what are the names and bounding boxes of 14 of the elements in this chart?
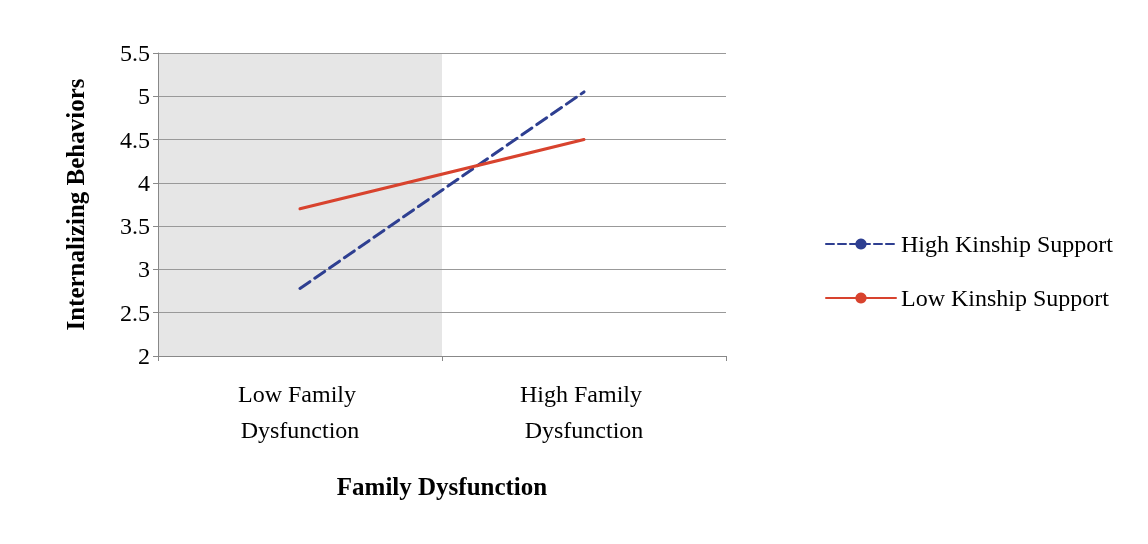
- y-tick-label: 4: [138, 169, 150, 196]
- x-tick-label: High Family Dysfunction: [519, 381, 649, 443]
- y-tick-label: 2.5: [120, 299, 150, 326]
- y-tick-label: 5.5: [120, 40, 150, 66]
- y-tick-label: 3: [138, 256, 150, 283]
- legend-label: High Kinship Support: [900, 231, 1114, 257]
- x-tick-label: Low Family Dysfunction: [238, 381, 362, 443]
- x-axis-title: Family Dysfunction: [336, 473, 548, 500]
- y-tick-label: 5: [138, 83, 150, 110]
- y-tick-label: 4.5: [120, 126, 150, 153]
- y-axis-title: Internalizing Behaviors: [62, 78, 89, 331]
- legend-label: Low Kinship Support: [900, 285, 1110, 311]
- y-tick-label: 3.5: [120, 213, 150, 240]
- y-tick-label: 2: [138, 343, 150, 369]
